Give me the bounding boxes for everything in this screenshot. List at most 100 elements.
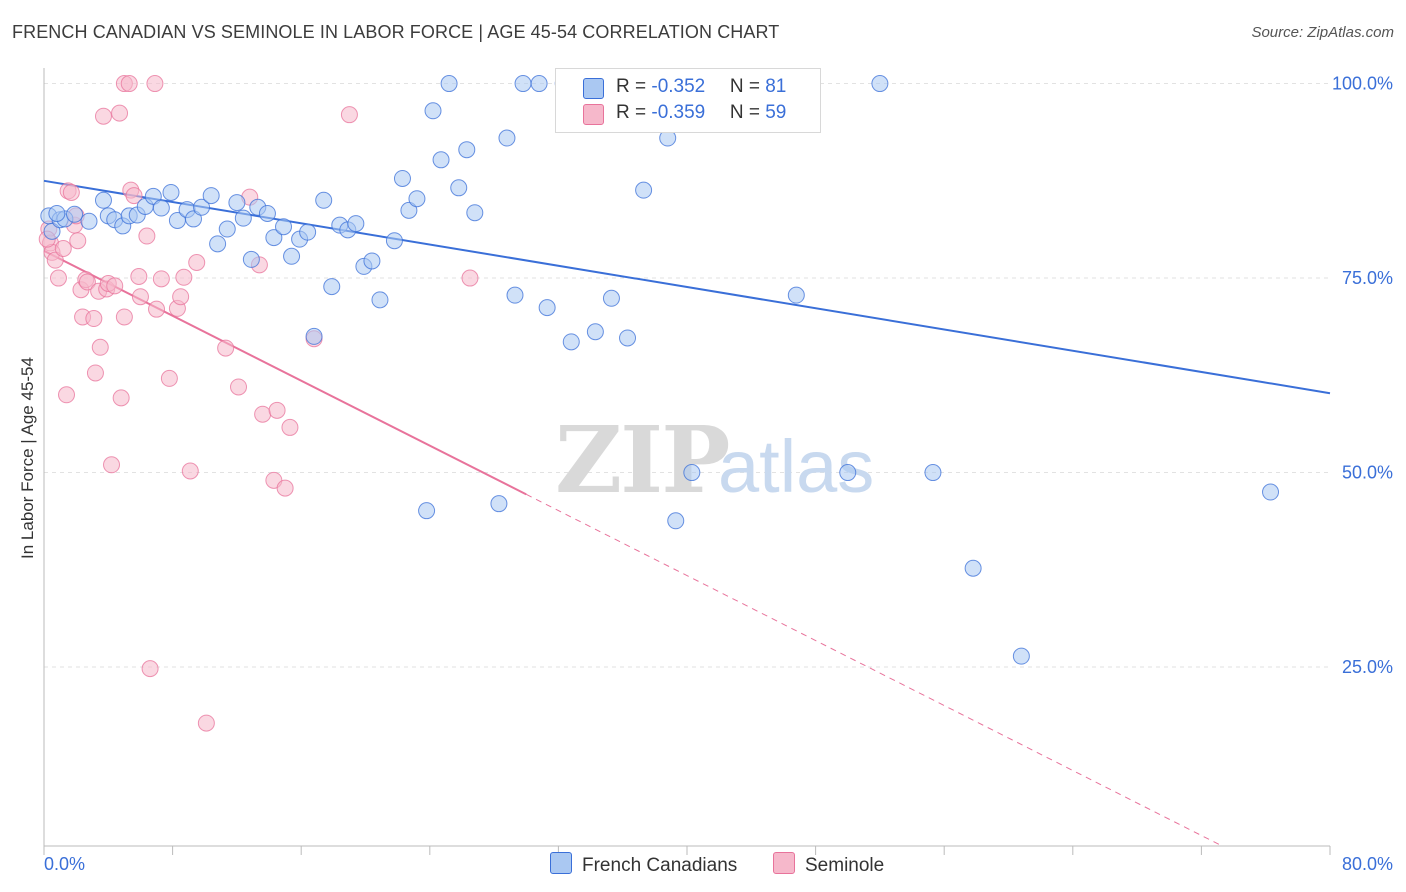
y-tick-label: 100.0% — [1332, 74, 1393, 94]
data-point-french-canadians — [418, 502, 436, 520]
data-point-french-canadians — [530, 75, 548, 93]
data-point-seminole — [254, 405, 272, 423]
data-point-seminole — [131, 288, 149, 306]
data-point-french-canadians — [458, 141, 476, 159]
legend-swatch-blue — [550, 852, 572, 874]
data-point-seminole — [197, 714, 215, 732]
data-point-french-canadians — [1012, 647, 1030, 665]
data-point-french-canadians — [43, 222, 61, 240]
data-point-french-canadians — [363, 252, 381, 270]
data-point-seminole — [86, 364, 104, 382]
data-point-french-canadians — [432, 151, 450, 169]
trend-lines — [43, 179, 1331, 847]
data-point-french-canadians — [538, 299, 556, 317]
trend-line-seminole-extension — [526, 493, 1223, 847]
data-point-seminole — [58, 386, 76, 404]
data-point-seminole — [78, 273, 96, 291]
data-point-french-canadians — [562, 333, 580, 351]
data-point-french-canadians — [218, 220, 236, 238]
data-point-french-canadians — [683, 464, 701, 482]
data-point-french-canadians — [450, 179, 468, 197]
data-point-french-canadians — [667, 512, 685, 530]
data-point-french-canadians — [283, 247, 301, 265]
axes — [43, 68, 1331, 855]
legend-r-label: R = — [616, 76, 652, 97]
data-point-seminole — [230, 378, 248, 396]
data-point-french-canadians — [602, 289, 620, 307]
data-point-seminole — [138, 227, 156, 245]
data-point-seminole — [276, 479, 294, 497]
data-point-seminole — [125, 187, 143, 205]
seminole-points — [38, 75, 479, 732]
legend-r-label: R = — [616, 102, 652, 123]
data-point-french-canadians — [202, 187, 220, 205]
legend-swatch-pink — [583, 104, 604, 125]
data-point-french-canadians — [242, 250, 260, 268]
data-point-seminole — [217, 339, 235, 357]
data-point-french-canadians — [506, 286, 524, 304]
legend-n-label: N = — [729, 102, 766, 123]
data-point-french-canadians — [424, 102, 442, 120]
legend-label: Seminole — [805, 855, 885, 876]
data-point-french-canadians — [228, 194, 246, 212]
french-canadian-points — [40, 75, 1280, 665]
data-point-french-canadians — [586, 323, 604, 341]
data-point-french-canadians — [48, 204, 66, 222]
legend-item-french-canadians: French Canadians — [550, 852, 737, 877]
data-point-french-canadians — [787, 286, 805, 304]
data-point-seminole — [281, 418, 299, 436]
data-point-seminole — [146, 75, 164, 93]
y-tick-label: 75.0% — [1342, 268, 1393, 288]
data-point-french-canadians — [209, 235, 227, 253]
data-point-seminole — [160, 369, 178, 387]
data-point-seminole — [120, 75, 138, 93]
data-point-french-canadians — [265, 229, 283, 247]
legend-label: French Canadians — [582, 855, 738, 876]
legend-row-french-canadians: R = -0.352 N = 81 — [616, 76, 786, 98]
legend-item-seminole: Seminole — [773, 852, 884, 877]
data-point-french-canadians — [635, 181, 653, 199]
data-point-french-canadians — [371, 291, 389, 309]
data-point-seminole — [152, 270, 170, 288]
data-point-seminole — [268, 401, 286, 419]
chart-title: FRENCH CANADIAN VS SEMINOLE IN LABOR FOR… — [12, 22, 780, 42]
data-point-french-canadians — [315, 191, 333, 209]
trend-line-french-canadians — [43, 179, 1331, 395]
data-point-seminole — [46, 251, 64, 269]
data-point-french-canadians — [94, 191, 112, 209]
data-point-seminole — [103, 456, 121, 474]
data-point-french-canadians — [66, 205, 84, 223]
data-point-french-canadians — [323, 278, 341, 296]
x-tick-label: 80.0% — [1342, 854, 1393, 874]
data-point-seminole — [54, 239, 72, 257]
source-label: Source: ZipAtlas.com — [1251, 24, 1394, 41]
data-point-french-canadians — [839, 464, 857, 482]
data-point-french-canadians — [871, 75, 889, 93]
data-point-seminole — [188, 254, 206, 271]
data-point-french-canadians — [385, 232, 403, 250]
data-point-seminole — [141, 660, 159, 678]
data-point-french-canadians — [152, 199, 170, 217]
data-point-seminole — [130, 268, 148, 286]
data-point-seminole — [85, 310, 103, 328]
x-tick-label: 0.0% — [44, 854, 85, 874]
data-point-french-canadians — [80, 212, 98, 230]
data-point-french-canadians — [498, 129, 516, 147]
gridlines — [44, 83, 1330, 668]
data-point-seminole — [69, 232, 87, 250]
data-point-french-canadians — [514, 75, 532, 93]
legend-r-value: -0.352 — [651, 76, 706, 97]
y-tick-label: 50.0% — [1342, 463, 1393, 483]
data-point-french-canadians — [258, 204, 276, 222]
legend-swatch-blue — [583, 78, 604, 99]
data-point-seminole — [112, 389, 130, 407]
data-point-french-canadians — [400, 201, 418, 219]
trend-line-seminole — [43, 249, 527, 496]
data-point-french-canadians — [275, 218, 293, 236]
legend-r-value: -0.359 — [651, 102, 706, 123]
data-point-french-canadians — [924, 464, 942, 482]
data-point-seminole — [148, 300, 166, 318]
data-point-seminole — [181, 462, 199, 480]
data-point-french-canadians — [162, 183, 180, 201]
